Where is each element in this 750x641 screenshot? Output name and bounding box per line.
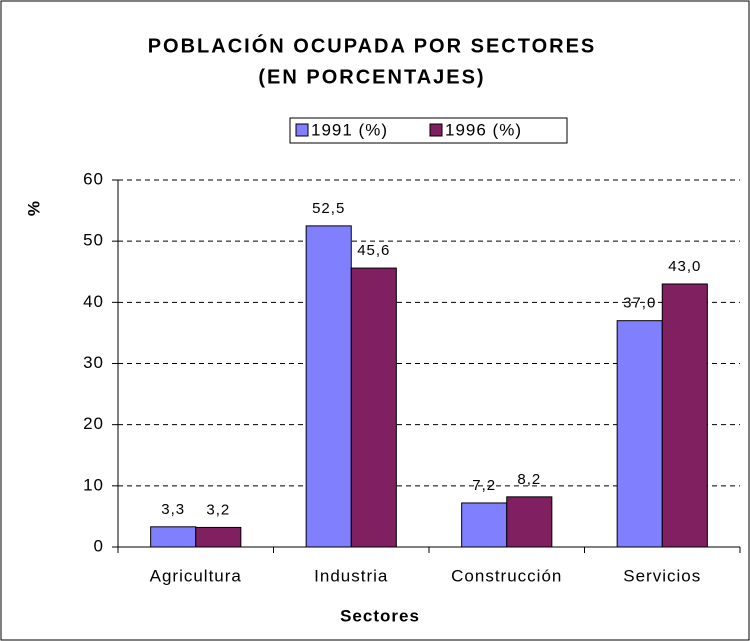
y-tick-label: 20 (83, 414, 104, 433)
y-axis-label: % (24, 200, 43, 216)
bar (195, 526, 242, 548)
value-label: 37,0 (623, 295, 656, 312)
value-label: 52,5 (312, 200, 345, 217)
legend-label: 1991 (%) (311, 120, 388, 139)
bar (150, 526, 197, 548)
x-tick-label: Servicios (623, 566, 701, 585)
chart-title: POBLACIÓN OCUPADA POR SECTORES (148, 33, 597, 57)
x-tick-label: Construcción (451, 566, 562, 585)
y-tick-label: 60 (83, 169, 104, 188)
value-label: 7,2 (472, 477, 496, 494)
bar (661, 283, 708, 548)
legend-box (289, 117, 568, 144)
bar (350, 267, 397, 548)
legend-swatch (429, 123, 443, 137)
value-label: 8,2 (517, 471, 541, 488)
legend-swatch (295, 123, 309, 137)
value-label: 43,0 (668, 258, 701, 275)
legend-label: 1996 (%) (445, 120, 522, 139)
bar (616, 320, 663, 548)
bar (461, 502, 508, 548)
x-tick-label: Industria (314, 566, 388, 585)
chart-title: (EN PORCENTAJES) (258, 66, 485, 88)
bar (305, 225, 352, 548)
value-label: 45,6 (357, 242, 390, 259)
y-tick-label: 0 (94, 536, 104, 555)
bar (506, 496, 553, 548)
y-tick-label: 40 (83, 292, 104, 311)
y-tick-label: 50 (83, 231, 104, 250)
y-tick-label: 10 (83, 475, 104, 494)
x-tick-label: Agricultura (150, 566, 242, 585)
y-tick-label: 30 (83, 353, 104, 372)
x-axis-label: Sectores (340, 606, 420, 625)
value-label: 3,3 (161, 501, 185, 518)
value-label: 3,2 (206, 501, 230, 518)
